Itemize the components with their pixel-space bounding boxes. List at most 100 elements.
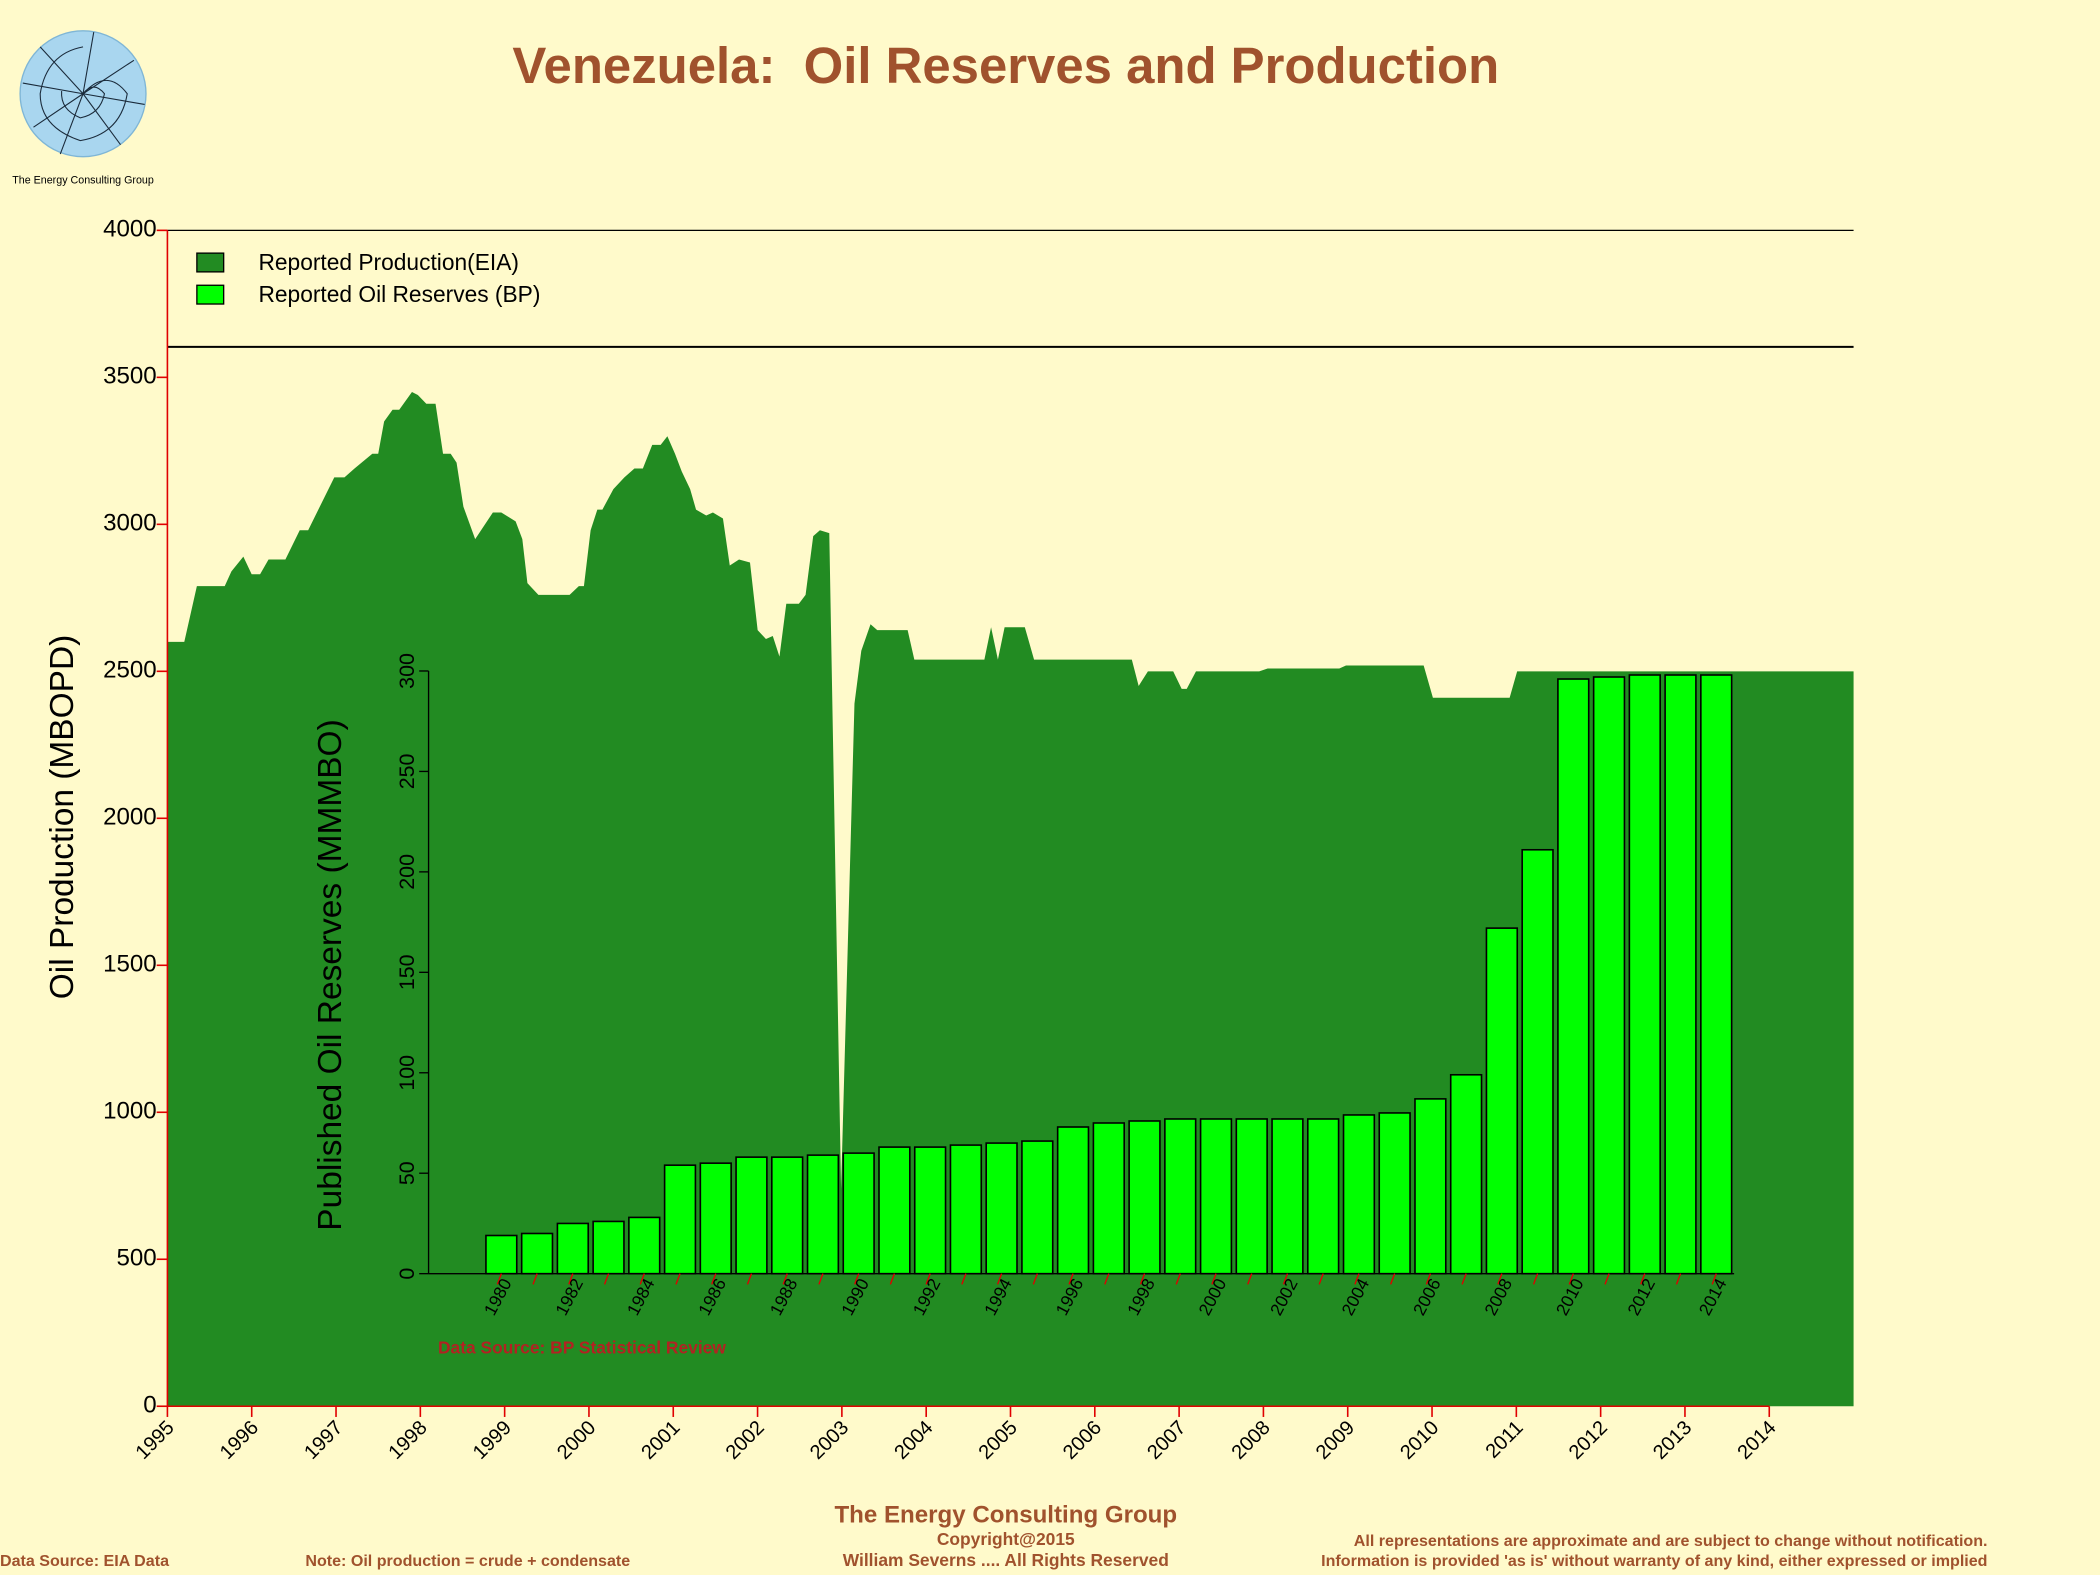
inset-x-tick	[818, 1273, 824, 1285]
legend-label: Reported Production(EIA)	[258, 249, 519, 275]
reserve-bar	[699, 1162, 732, 1275]
footer-copyright: Copyright@2015	[937, 1529, 1075, 1549]
inset-x-tick	[496, 1273, 502, 1285]
footer-disclaimer: Information is provided 'as is' without …	[1321, 1552, 1987, 1570]
inset-y-tick-label: 250	[395, 753, 419, 789]
inset-x-tick	[1032, 1273, 1038, 1285]
inset-x-tick	[1282, 1273, 1289, 1285]
logo-text: The Energy Consulting Group	[12, 175, 154, 187]
inset-y-tick-label: 100	[395, 1055, 419, 1091]
inset-y-tick-label: 200	[395, 854, 419, 890]
reserve-bar	[878, 1146, 911, 1275]
footer-disclaimer: All representations are approximate and …	[1354, 1532, 1988, 1550]
y-tick-label: 3500	[103, 363, 157, 390]
reserve-bar	[1521, 848, 1554, 1275]
legend-label: Reported Oil Reserves (BP)	[258, 281, 540, 307]
inset-annotation: Data Source: BP Statistical Review	[438, 1337, 726, 1357]
reserve-bar	[1557, 678, 1590, 1275]
inset-x-tick	[854, 1273, 860, 1285]
reserve-bar	[1306, 1118, 1340, 1275]
y-tick-label: 2500	[103, 657, 157, 684]
y-tick-label: 3000	[103, 510, 157, 537]
inset-x-tick	[1497, 1273, 1503, 1285]
reserve-bar	[628, 1216, 661, 1275]
inset-x-tick	[1175, 1273, 1181, 1285]
reserve-bar	[663, 1164, 697, 1275]
reserve-bar	[735, 1156, 768, 1275]
inset-x-tick	[1104, 1273, 1110, 1285]
reserve-bar	[1700, 674, 1733, 1275]
reserve-bar	[1128, 1120, 1161, 1275]
inset-x-tick	[746, 1273, 753, 1285]
reserve-bar	[1092, 1122, 1126, 1275]
inset-x-tick	[782, 1273, 788, 1285]
inset-x-tick	[1318, 1273, 1324, 1285]
reserve-bar	[556, 1222, 590, 1275]
inset-x-tick	[711, 1273, 717, 1285]
inset-x-tick	[1604, 1273, 1610, 1285]
y-tick-label: 1000	[103, 1098, 157, 1125]
reserve-bar	[520, 1232, 554, 1275]
chart-title: Venezuela: Oil Reserves and Production	[512, 37, 1499, 94]
y-tick-label: 4000	[103, 216, 157, 243]
reserve-bar	[1485, 927, 1519, 1275]
inset-y-tick-label: 50	[395, 1161, 419, 1185]
inset-x-tick	[1247, 1273, 1253, 1285]
inset-x-tick	[961, 1273, 967, 1285]
inset-y-tick-label: 0	[395, 1268, 419, 1280]
inset-x-tick	[1390, 1273, 1396, 1285]
inset-x-tick	[1568, 1273, 1574, 1285]
footer-rights: William Severns .... All Rights Reserved	[843, 1550, 1169, 1570]
reserve-bar	[1164, 1118, 1197, 1275]
inset-x-tick	[1354, 1273, 1360, 1285]
inset-x-tick	[603, 1273, 610, 1285]
reserve-bar	[1592, 676, 1626, 1275]
inset-x-tick	[1640, 1273, 1646, 1285]
inset-x-tick	[1139, 1273, 1146, 1285]
inset-x-tick	[925, 1273, 931, 1285]
reserve-bar	[1021, 1140, 1054, 1275]
reserve-bar	[985, 1142, 1018, 1275]
reserve-bar	[485, 1234, 518, 1275]
reserve-bar	[1235, 1118, 1268, 1275]
reserve-bar	[592, 1220, 625, 1275]
reserve-bar	[1664, 674, 1697, 1275]
reserve-bar	[842, 1152, 875, 1275]
inset-y-tick-label: 300	[395, 653, 419, 689]
logo: The Energy Consulting Group	[12, 30, 154, 187]
inset-x-tick	[1711, 1273, 1717, 1285]
y-axis-title: Oil Production (MBOPD)	[44, 635, 81, 1000]
inset-x-tick	[639, 1273, 645, 1285]
legend-swatch	[196, 252, 225, 273]
reserve-bar	[1628, 674, 1661, 1275]
inset-x-tick	[1425, 1273, 1432, 1285]
reserve-bar	[913, 1146, 947, 1275]
reserve-bar	[1271, 1118, 1304, 1275]
inset-x-tick	[568, 1273, 574, 1285]
footer-source: Data Source: EIA Data	[0, 1552, 170, 1570]
inset-x-tick	[1461, 1273, 1467, 1285]
legend-swatch	[196, 284, 225, 305]
reserve-bar	[771, 1156, 804, 1275]
reserve-bar	[949, 1144, 983, 1275]
footer-company: The Energy Consulting Group	[834, 1501, 1177, 1528]
inset-x-tick	[889, 1273, 896, 1285]
reserve-bar	[1449, 1073, 1483, 1275]
reserve-bar	[1199, 1118, 1233, 1275]
reserve-bar	[806, 1154, 840, 1275]
inset-x-tick	[1675, 1273, 1682, 1285]
inset-x-tick	[1211, 1273, 1217, 1285]
reserve-bar	[1414, 1098, 1447, 1275]
y-tick-label: 1500	[103, 951, 157, 978]
reserve-bar	[1342, 1114, 1376, 1275]
inset-x-tick	[996, 1273, 1003, 1285]
inset-x-tick	[1532, 1273, 1539, 1285]
inset-y-axis-title: Published Oil Reserves (MMMBO)	[312, 719, 349, 1230]
y-tick-label: 0	[143, 1392, 156, 1419]
reserve-bar	[1378, 1112, 1411, 1275]
y-tick-label: 500	[116, 1245, 156, 1272]
inset-x-tick	[1068, 1273, 1074, 1285]
